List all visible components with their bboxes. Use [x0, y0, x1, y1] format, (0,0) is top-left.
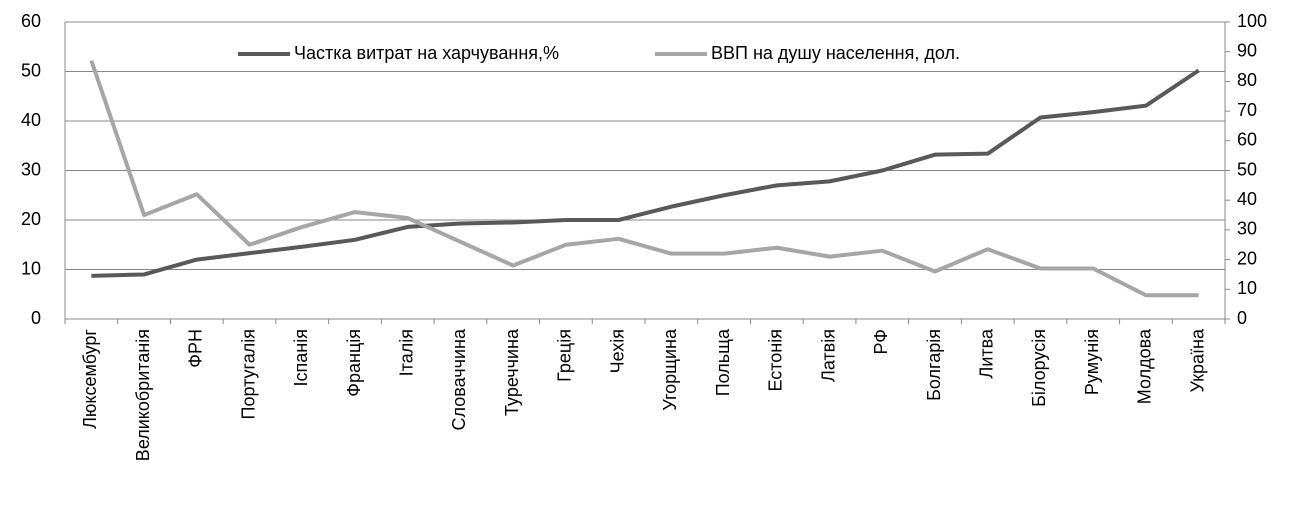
x-tick-label: Іспанія: [291, 329, 311, 386]
y2-tick-label: 100: [1237, 11, 1267, 31]
x-tick-label: Італія: [396, 329, 416, 376]
x-tick-label: Болгарія: [924, 329, 944, 401]
x-tick-label: ФРН: [186, 329, 206, 368]
x-tick-label: Великобританія: [133, 329, 153, 461]
x-tick-label: Польща: [713, 328, 733, 396]
x-tick-label: Туреччина: [502, 328, 522, 416]
x-tick-label: Словаччина: [449, 328, 469, 430]
y-tick-label: 0: [31, 308, 41, 328]
series-line: [91, 68, 1200, 278]
x-tick-label: Угорщина: [660, 328, 680, 411]
y2-tick-label: 0: [1237, 308, 1247, 328]
y-tick-label: 40: [21, 110, 41, 130]
x-tick-label: Молдова: [1135, 328, 1155, 404]
y2-tick-label: 20: [1237, 248, 1257, 268]
x-tick-label: Люксембург: [80, 329, 100, 429]
y2-tick-label: 10: [1237, 278, 1257, 298]
y-tick-label: 10: [21, 258, 41, 278]
x-tick-label: Португалія: [238, 329, 258, 419]
series-line: [89, 59, 1199, 298]
y2-tick-label: 70: [1237, 100, 1257, 120]
y-tick-label: 20: [21, 209, 41, 229]
y2-tick-label: 40: [1237, 189, 1257, 209]
y2-tick-label: 30: [1237, 219, 1257, 239]
x-tick-label: Румунія: [1082, 329, 1102, 395]
x-tick-label: Греція: [555, 329, 575, 382]
x-tick-label: Литва: [976, 328, 996, 378]
y2-tick-label: 80: [1237, 70, 1257, 90]
legend-label: ВВП на душу населення, дол.: [711, 43, 960, 63]
legend-label: Частка витрат на харчування,%: [294, 43, 559, 63]
x-tick-label: Чехія: [607, 329, 627, 373]
y2-tick-label: 60: [1237, 130, 1257, 150]
y-tick-label: 60: [21, 11, 41, 31]
y-tick-label: 50: [21, 60, 41, 80]
x-tick-label: Україна: [1187, 328, 1207, 392]
x-tick-label: Франція: [344, 329, 364, 397]
y-tick-label: 30: [21, 159, 41, 179]
x-tick-label: РФ: [871, 329, 891, 355]
y2-tick-label: 50: [1237, 159, 1257, 179]
y2-tick-label: 90: [1237, 40, 1257, 60]
x-tick-label: Естонія: [766, 329, 786, 392]
x-tick-label: Білорусія: [1029, 329, 1049, 407]
x-tick-label: Латвія: [818, 329, 838, 382]
